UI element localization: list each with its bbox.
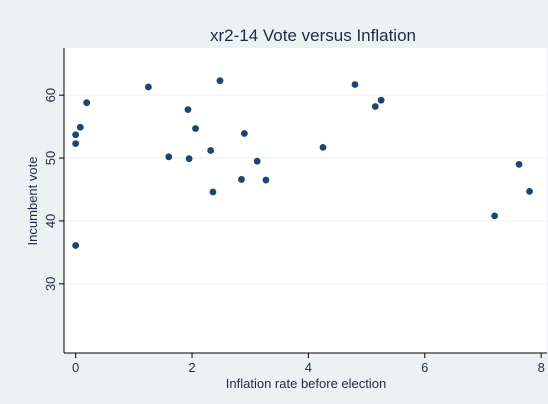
data-point-23 — [526, 187, 533, 195]
data-point-14 — [240, 130, 248, 137]
data-point-9 — [192, 125, 199, 132]
data-point-12 — [216, 77, 224, 85]
x-axis-label: Inflation rate before election — [226, 376, 386, 391]
data-points — [72, 77, 533, 249]
data-point-13 — [238, 176, 245, 183]
data-point-16 — [262, 176, 270, 184]
data-point-7 — [184, 106, 192, 114]
data-point-10 — [207, 147, 215, 154]
plot-area — [64, 48, 547, 353]
data-point-4 — [83, 99, 91, 107]
data-point-5 — [144, 83, 152, 91]
data-point-15 — [253, 157, 261, 165]
x-tick-label-0: 0 — [72, 360, 79, 375]
data-point-1 — [72, 140, 80, 147]
data-point-8 — [185, 155, 193, 163]
data-point-6 — [165, 153, 173, 161]
axes — [59, 48, 547, 358]
y-tick-label-30: 30 — [43, 277, 58, 291]
x-tick-label-8: 8 — [538, 360, 545, 375]
data-point-19 — [371, 103, 379, 110]
data-point-21 — [491, 212, 499, 220]
data-point-3 — [76, 123, 84, 131]
data-point-22 — [515, 160, 523, 168]
data-point-17 — [319, 143, 327, 151]
tick-labels: 30 40 50 60 0 2 4 6 8 — [43, 88, 545, 375]
gridlines — [64, 94, 547, 285]
data-point-20 — [377, 96, 385, 104]
x-tick-label-2: 2 — [188, 360, 195, 375]
data-point-2 — [72, 131, 80, 139]
y-tick-label-40: 40 — [43, 214, 58, 228]
y-tick-label-50: 50 — [43, 151, 58, 165]
x-tick-label-4: 4 — [305, 360, 312, 375]
data-point-11 — [209, 188, 217, 196]
y-tick-label-60: 60 — [43, 88, 58, 102]
x-tick-label-6: 6 — [421, 360, 428, 375]
chart-title: xr2-14 Vote versus Inflation — [210, 26, 416, 45]
y-axis-label: Incumbent vote — [25, 157, 40, 246]
data-point-18 — [351, 81, 359, 88]
data-point-0 — [72, 242, 80, 249]
